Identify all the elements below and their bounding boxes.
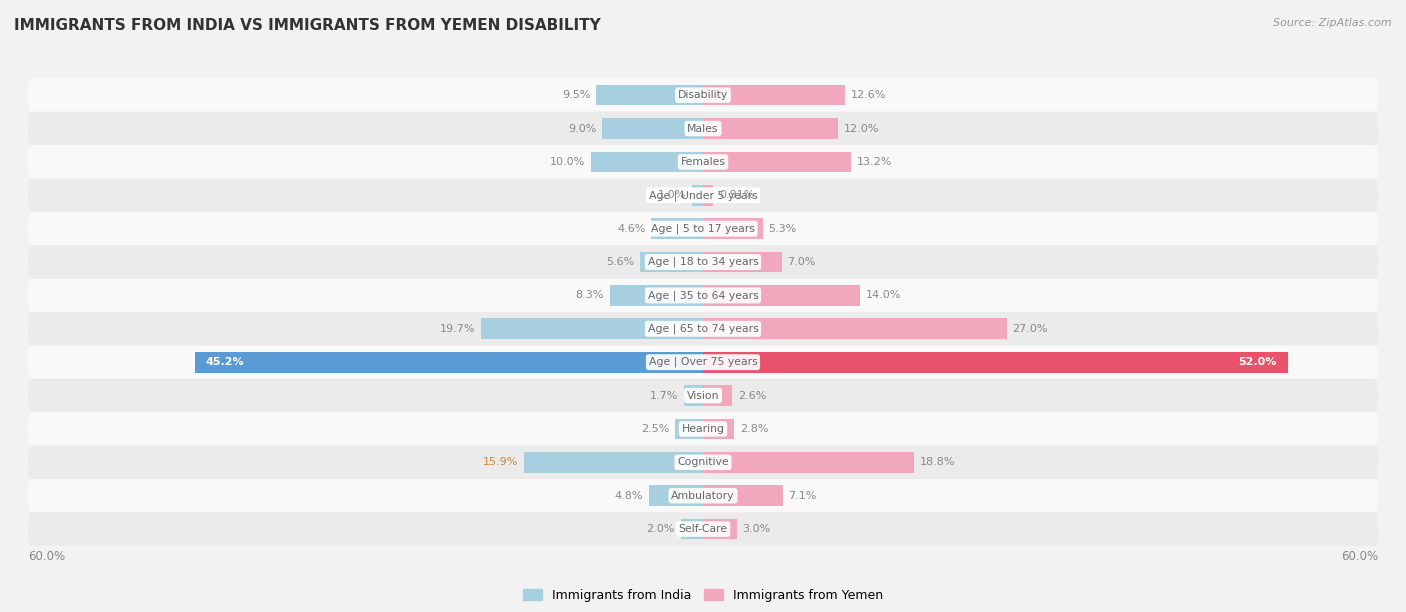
Text: 1.0%: 1.0%: [658, 190, 686, 200]
Bar: [703, 485, 783, 506]
Bar: [703, 118, 838, 139]
Bar: [602, 118, 703, 139]
Bar: [703, 85, 845, 105]
Text: 2.8%: 2.8%: [740, 424, 769, 434]
Bar: [703, 385, 733, 406]
Text: Disability: Disability: [678, 90, 728, 100]
Bar: [703, 519, 737, 539]
Text: 2.0%: 2.0%: [647, 524, 675, 534]
FancyBboxPatch shape: [28, 446, 1378, 479]
Bar: [681, 519, 703, 539]
Text: 1.7%: 1.7%: [650, 390, 678, 401]
Text: Ambulatory: Ambulatory: [671, 491, 735, 501]
FancyBboxPatch shape: [28, 379, 1378, 412]
FancyBboxPatch shape: [28, 78, 1378, 112]
FancyBboxPatch shape: [28, 479, 1378, 512]
Bar: [683, 385, 703, 406]
Text: 13.2%: 13.2%: [858, 157, 893, 167]
Text: Self-Care: Self-Care: [679, 524, 727, 534]
Bar: [703, 318, 1007, 339]
FancyBboxPatch shape: [28, 212, 1378, 245]
Text: 14.0%: 14.0%: [866, 291, 901, 300]
Text: 7.1%: 7.1%: [789, 491, 817, 501]
Text: 60.0%: 60.0%: [28, 550, 65, 563]
Text: 2.5%: 2.5%: [641, 424, 669, 434]
Text: 9.5%: 9.5%: [562, 90, 591, 100]
Text: 12.6%: 12.6%: [851, 90, 886, 100]
Text: 52.0%: 52.0%: [1239, 357, 1277, 367]
Text: Hearing: Hearing: [682, 424, 724, 434]
Text: 27.0%: 27.0%: [1012, 324, 1047, 334]
Text: 3.0%: 3.0%: [742, 524, 770, 534]
Bar: [675, 419, 703, 439]
Legend: Immigrants from India, Immigrants from Yemen: Immigrants from India, Immigrants from Y…: [519, 584, 887, 606]
Text: 0.91%: 0.91%: [718, 190, 754, 200]
Text: Females: Females: [681, 157, 725, 167]
Text: Age | 35 to 64 years: Age | 35 to 64 years: [648, 290, 758, 300]
Text: 60.0%: 60.0%: [1341, 550, 1378, 563]
Text: 5.3%: 5.3%: [768, 223, 796, 234]
Bar: [703, 419, 734, 439]
Text: Age | 5 to 17 years: Age | 5 to 17 years: [651, 223, 755, 234]
Text: Males: Males: [688, 124, 718, 133]
Bar: [692, 185, 703, 206]
FancyBboxPatch shape: [28, 245, 1378, 278]
Text: 15.9%: 15.9%: [484, 457, 519, 468]
Text: 2.6%: 2.6%: [738, 390, 766, 401]
Bar: [651, 218, 703, 239]
FancyBboxPatch shape: [28, 412, 1378, 446]
Bar: [703, 452, 914, 472]
FancyBboxPatch shape: [28, 112, 1378, 145]
Text: 12.0%: 12.0%: [844, 124, 879, 133]
Text: Age | Under 5 years: Age | Under 5 years: [648, 190, 758, 201]
Text: 7.0%: 7.0%: [787, 257, 815, 267]
Text: Cognitive: Cognitive: [678, 457, 728, 468]
Text: Vision: Vision: [686, 390, 720, 401]
FancyBboxPatch shape: [28, 145, 1378, 179]
Bar: [591, 152, 703, 172]
Bar: [703, 252, 782, 272]
FancyBboxPatch shape: [28, 512, 1378, 546]
Text: 5.6%: 5.6%: [606, 257, 634, 267]
Text: 18.8%: 18.8%: [920, 457, 956, 468]
Text: Age | 18 to 34 years: Age | 18 to 34 years: [648, 257, 758, 267]
Bar: [650, 485, 703, 506]
Text: Age | Over 75 years: Age | Over 75 years: [648, 357, 758, 367]
FancyBboxPatch shape: [28, 278, 1378, 312]
FancyBboxPatch shape: [28, 346, 1378, 379]
Bar: [194, 352, 703, 373]
Text: 8.3%: 8.3%: [575, 291, 605, 300]
Bar: [610, 285, 703, 306]
Bar: [703, 285, 860, 306]
Bar: [596, 85, 703, 105]
Text: 45.2%: 45.2%: [205, 357, 245, 367]
Text: 9.0%: 9.0%: [568, 124, 596, 133]
Text: 4.8%: 4.8%: [614, 491, 644, 501]
Text: Source: ZipAtlas.com: Source: ZipAtlas.com: [1274, 18, 1392, 28]
Bar: [703, 218, 762, 239]
Bar: [481, 318, 703, 339]
Text: 4.6%: 4.6%: [617, 223, 645, 234]
Text: IMMIGRANTS FROM INDIA VS IMMIGRANTS FROM YEMEN DISABILITY: IMMIGRANTS FROM INDIA VS IMMIGRANTS FROM…: [14, 18, 600, 34]
FancyBboxPatch shape: [28, 179, 1378, 212]
Bar: [703, 352, 1288, 373]
FancyBboxPatch shape: [28, 312, 1378, 346]
Bar: [703, 185, 713, 206]
Text: 19.7%: 19.7%: [440, 324, 475, 334]
Bar: [524, 452, 703, 472]
Bar: [640, 252, 703, 272]
Text: 10.0%: 10.0%: [550, 157, 585, 167]
Text: Age | 65 to 74 years: Age | 65 to 74 years: [648, 324, 758, 334]
Bar: [703, 152, 852, 172]
